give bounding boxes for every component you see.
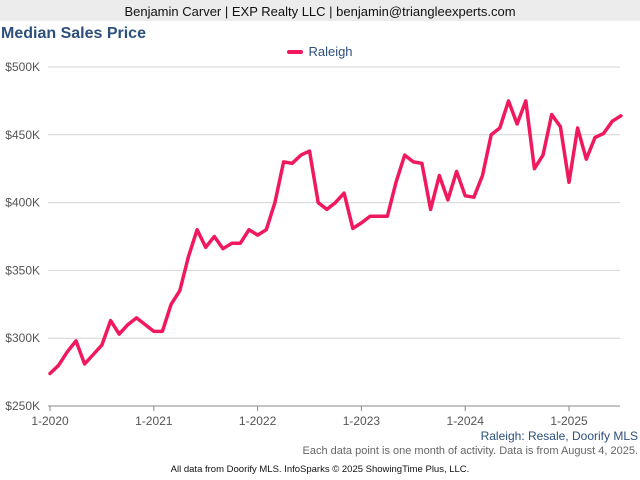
y-tick-label: $350K (5, 263, 40, 277)
source-note: Raleigh: Resale, Doorify MLS (480, 429, 638, 443)
footer-credit: All data from Doorify MLS. InfoSparks © … (170, 464, 470, 475)
x-tick-label: 1-2022 (239, 414, 277, 428)
legend-swatch (287, 49, 304, 54)
legend-label: Raleigh (308, 44, 353, 59)
x-tick-label: 1-2025 (550, 414, 588, 428)
x-tick-label: 1-2023 (343, 414, 381, 428)
y-tick-label: $400K (5, 196, 40, 210)
y-tick-label: $300K (5, 331, 40, 345)
y-tick-label: $450K (5, 128, 40, 142)
x-tick-label: 1-2024 (447, 414, 485, 428)
legend: Raleigh (0, 44, 640, 59)
y-tick-label: $250K (5, 399, 40, 413)
data-note: Each data point is one month of activity… (302, 445, 638, 457)
chart-title: Median Sales Price (1, 25, 146, 42)
series-line-raleigh (48, 99, 623, 376)
x-tick-label: 1-2021 (135, 414, 173, 428)
x-tick-label: 1-2020 (31, 414, 69, 428)
y-tick-label: $500K (5, 60, 40, 74)
header-banner: Benjamin Carver | EXP Realty LLC | benja… (0, 0, 640, 21)
